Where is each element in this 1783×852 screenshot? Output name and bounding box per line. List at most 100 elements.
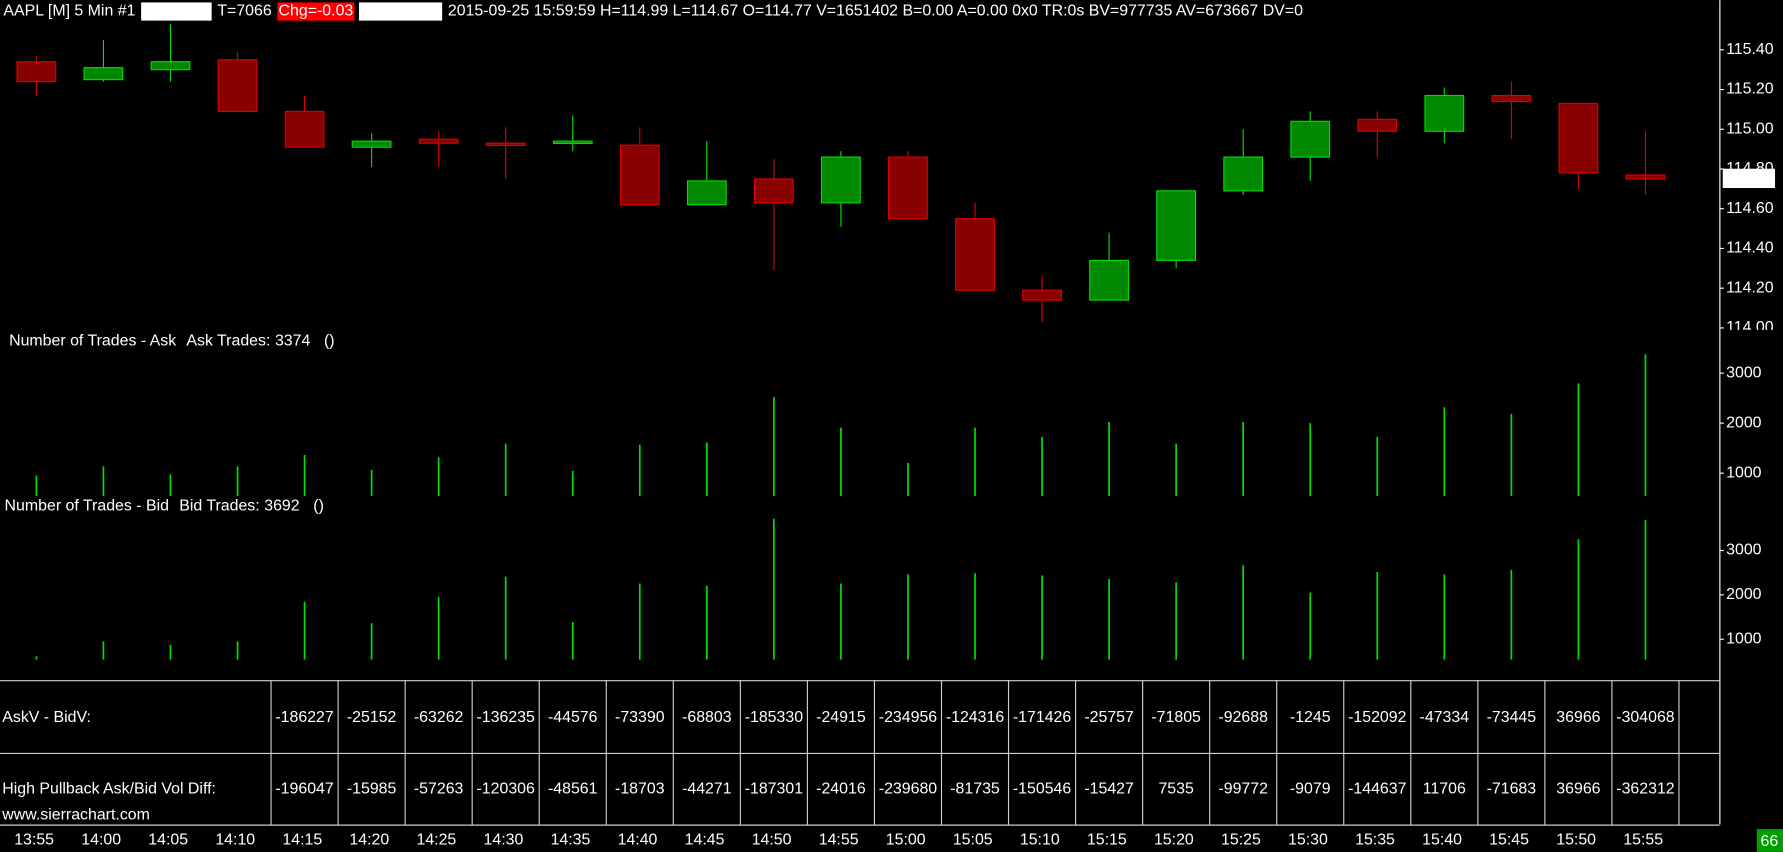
x-tick-label: 14:45 [685, 832, 725, 849]
header-text: AAPL [M] 5 Min #1 [3, 3, 135, 20]
candle-body [1156, 190, 1197, 261]
last-price-label: 114.75 [1725, 170, 1773, 187]
table-cell: -81735 [950, 781, 1000, 798]
table-cell: -24915 [816, 709, 866, 726]
table-cell: -239680 [879, 781, 938, 798]
table-cell: -99772 [1218, 781, 1268, 798]
table-cell: -25757 [1084, 709, 1134, 726]
y-tick-label: 114.00 [1726, 319, 1774, 336]
table-cell: -187301 [745, 781, 804, 798]
x-tick-label: 15:55 [1623, 832, 1663, 849]
candle-body [418, 138, 459, 144]
table-cell: -186227 [275, 709, 334, 726]
header-text: Chg=-0.03 [279, 3, 354, 20]
table-cell: -73390 [615, 709, 665, 726]
x-tick-label: 14:40 [618, 832, 658, 849]
candle-body [1022, 289, 1062, 301]
candle-body [83, 67, 124, 81]
x-tick-label: 15:40 [1422, 832, 1462, 849]
x-tick-label: 15:45 [1489, 832, 1529, 849]
table-cell: -44576 [548, 709, 598, 726]
last-price-box [1722, 168, 1776, 189]
table-cell: -71683 [1487, 781, 1537, 798]
study-table: AskV - BidV: -186227 -25152 -63262 -136235 -4… [0, 680, 1720, 826]
pane-title: Number of Trades - Bid [5, 497, 169, 514]
y-tick-label: 2000 [1726, 414, 1762, 431]
candle-body [552, 140, 593, 145]
candle-body [485, 142, 526, 147]
trades-pane: 1000 2000 3000 Number of Trades - Ask Ask Tr… [9, 332, 1762, 496]
pane-status: () [324, 332, 335, 349]
x-tick-label: 15:30 [1288, 832, 1328, 849]
y-tick-label: 114.40 [1726, 240, 1774, 257]
candle-body [1424, 94, 1465, 132]
header-box [358, 2, 443, 21]
header-text: 2015-09-25 15:59:59 H=114.99 L=114.67 O=… [448, 3, 1303, 20]
status-text: 66 [1761, 833, 1779, 850]
table-cell: -24016 [816, 781, 866, 798]
table-cell: -47334 [1420, 709, 1470, 726]
x-tick-label: 15:35 [1355, 832, 1395, 849]
candle-body [1089, 259, 1129, 301]
price-pane: 114.00114.20114.40114.60114.80115.00115.… [16, 23, 1776, 336]
candle-body [753, 178, 794, 204]
y-tick-label: 1000 [1726, 630, 1762, 647]
x-tick-label: 13:55 [14, 832, 54, 849]
table-cell: -171426 [1013, 709, 1072, 726]
table-cell: -25152 [347, 709, 397, 726]
candle-body [284, 110, 325, 148]
x-tick-label: 14:05 [148, 832, 188, 849]
table-cell: -362312 [1616, 781, 1675, 798]
legend-value: 3692 [264, 497, 300, 514]
table-cell: -68803 [682, 709, 732, 726]
table-cell: -71805 [1151, 709, 1201, 726]
table-cell: -73445 [1487, 709, 1537, 726]
row-label: AskV - BidV: [2, 709, 91, 726]
legend-name: Bid Trades: [179, 497, 259, 514]
y-tick-label: 3000 [1726, 364, 1762, 381]
x-tick-label: 14:20 [349, 832, 389, 849]
table-cell: 36966 [1556, 709, 1600, 726]
pane-status: () [313, 497, 324, 514]
table-cell: -304068 [1616, 709, 1675, 726]
x-tick-label: 14:10 [215, 832, 255, 849]
header-text: T=7066 [217, 3, 272, 20]
table-cell: -150546 [1013, 781, 1072, 798]
candle-body [1491, 94, 1532, 103]
table-cell: -92688 [1218, 709, 1268, 726]
x-tick-label: 15:15 [1087, 832, 1127, 849]
table-cell: -57263 [414, 781, 464, 798]
candle-body [821, 156, 861, 204]
header-text: DChg=0.00 [360, 3, 441, 20]
y-tick-label: 3000 [1726, 542, 1762, 559]
x-tick-label: 14:15 [282, 832, 322, 849]
candle-body [1558, 102, 1599, 174]
candle-body [351, 140, 392, 148]
table-cell: 36966 [1556, 781, 1600, 798]
table-cell: -9079 [1290, 781, 1331, 798]
header-box [141, 2, 212, 21]
x-tick-label: 14:00 [81, 832, 121, 849]
legend-name: Ask Trades: [186, 332, 270, 349]
table-cell: -136235 [477, 709, 536, 726]
candle-body [955, 218, 995, 291]
pane-title: Number of Trades - Ask [9, 332, 176, 349]
candle-body [150, 61, 191, 71]
x-tick-label: 15:25 [1221, 832, 1261, 849]
x-tick-label: 15:50 [1556, 832, 1596, 849]
y-tick-label: 114.20 [1726, 279, 1774, 296]
y-tick-label: 1000 [1726, 464, 1762, 481]
row-label: High Pullback Ask/Bid Vol Diff: [2, 781, 216, 798]
x-tick-label: 15:20 [1154, 832, 1194, 849]
table-cell: -18703 [615, 781, 665, 798]
candle-body [686, 180, 727, 206]
table-cell: -1245 [1290, 709, 1331, 726]
table-cell: -15427 [1084, 781, 1134, 798]
x-tick-label: 15:10 [1020, 832, 1060, 849]
candle-body [1625, 174, 1666, 180]
table-cell: -196047 [275, 781, 334, 798]
candle-body [217, 59, 258, 112]
table-cell: -44271 [682, 781, 732, 798]
table-cell: -48561 [548, 781, 598, 798]
watermark: www.sierrachart.com [1, 807, 150, 824]
